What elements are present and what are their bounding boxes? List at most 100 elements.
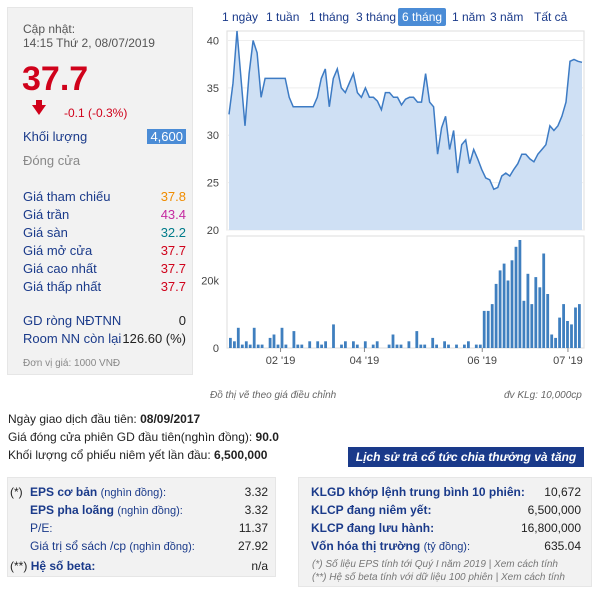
volume-bar (463, 344, 466, 348)
tab-3-years[interactable]: 3 năm (490, 10, 524, 24)
price-tick-label: 20 (207, 225, 219, 237)
tab-1-month[interactable]: 1 tháng (309, 10, 350, 24)
volume-tick-label: 20k (201, 276, 219, 288)
volume-bar (363, 341, 367, 349)
quote-panel: Cập nhật: 14:15 Thứ 2, 08/07/2019 37.7 -… (7, 7, 193, 375)
volume-bar (248, 344, 252, 348)
volume-bar (455, 344, 458, 348)
volume-bar (562, 304, 565, 348)
update-time: Cập nhật: 14:15 Thứ 2, 08/07/2019 (23, 22, 155, 50)
x-tick-label: 04 '19 (350, 355, 380, 367)
volume-bar (316, 341, 320, 349)
volume-bar (443, 341, 446, 349)
volume-bar (260, 344, 264, 348)
volume-bar (256, 344, 260, 348)
price-change: -0.1 (-0.3%) (64, 106, 128, 120)
beta-footnote[interactable]: (**) Hệ số beta tính với dữ liệu 100 phi… (312, 572, 565, 583)
volume-bar (486, 310, 490, 348)
volume-bar (506, 280, 510, 348)
volume-bar (272, 334, 276, 348)
tab-1-year[interactable]: 1 năm (452, 10, 486, 24)
volume-bar (514, 246, 518, 349)
volume-bar (415, 331, 419, 348)
volume-bar (236, 327, 240, 349)
first-trading-day: Ngày giao dịch đầu tiên: 08/09/2017 (8, 412, 201, 426)
outstanding-shares-row: KLCP đang lưu hành: 16,800,000 (311, 521, 581, 535)
volume-bar (526, 273, 530, 349)
volume-bar (558, 317, 561, 348)
volume-bar (308, 341, 312, 349)
volume-bar (467, 341, 470, 349)
floor-price-row: Giá sàn 32.2 (23, 225, 186, 240)
foreign-net-row: GD ròng NĐTNN 0 (23, 313, 186, 328)
volume-bar (570, 324, 573, 348)
volume-tick-label: 0 (213, 343, 219, 355)
volume-bar (431, 337, 435, 348)
volume-bar (229, 337, 232, 348)
price-line (228, 30, 583, 191)
volume-bar (352, 341, 355, 349)
close-row: Đóng cửa (23, 153, 81, 168)
volume-bar (546, 294, 550, 348)
volume-bar (419, 344, 423, 348)
volume-bar (268, 337, 272, 348)
volume-bar (320, 344, 323, 348)
x-tick-label: 07 '19 (553, 355, 583, 367)
volume-bar (355, 344, 359, 348)
ref-price-row: Giá tham chiếu 37.8 (23, 189, 186, 204)
eps-diluted-row: EPS pha loãng (nghìn đồng): 3.32 (30, 503, 268, 517)
tab-all[interactable]: Tất cả (534, 10, 568, 24)
high-price-row: Giá cao nhất 37.7 (23, 261, 186, 276)
volume-unit-note: đv KLg: 10,000cp (504, 390, 582, 401)
volume-bar (534, 277, 538, 348)
volume-bar (340, 344, 343, 348)
price-volume-chart: 40 35 30 25 20 20k 0 02 '19 04 '19 06 '19 07 '19 (201, 30, 585, 367)
volume-bar (554, 337, 557, 348)
volume-bar (578, 304, 581, 348)
volume-bar (530, 304, 534, 348)
volume-bar (387, 344, 391, 348)
tab-6-months[interactable]: 6 tháng (398, 8, 447, 26)
volume-value: 4,600 (147, 129, 186, 144)
volume-bar (518, 240, 522, 348)
tab-1-day[interactable]: 1 ngày (222, 10, 259, 24)
volume-bar (391, 334, 395, 348)
volume-bar (240, 344, 244, 348)
volume-bar (542, 253, 546, 348)
eps-footnote[interactable]: (*) Số liệu EPS tính tới Quý I năm 2019 … (312, 559, 558, 570)
ceiling-price-row: Giá trần 43.4 (23, 207, 186, 222)
first-listed-volume: Khối lượng cổ phiếu niêm yết lần đầu: 6,… (8, 448, 268, 462)
volume-bar (276, 344, 280, 348)
volume-bar (522, 300, 526, 349)
volume-bar (498, 270, 502, 348)
price-tick-label: 25 (207, 178, 219, 190)
volume-bar (478, 344, 482, 348)
volume-bar (490, 304, 494, 348)
volume-bar (233, 341, 236, 349)
price-tick-label: 40 (207, 35, 219, 47)
volume-bar (474, 344, 478, 348)
tab-1-week[interactable]: 1 tuần (266, 10, 300, 24)
volume-bar (574, 307, 577, 348)
volume-bar (371, 344, 375, 348)
listed-shares-row: KLCP đang niêm yết: 6,500,000 (311, 503, 581, 517)
dividend-history-button[interactable]: Lịch sử trả cổ tức chia thưởng và tăng v… (348, 447, 584, 484)
x-tick-label: 06 '19 (467, 355, 497, 367)
volume-bar (482, 310, 486, 348)
volume-row: Khối lượng 4,600 (23, 129, 186, 144)
down-arrow-icon-head (32, 105, 46, 115)
volume-bar (550, 334, 554, 348)
market-cap-row: Vốn hóa thị trường (tỷ đồng): 635.04 (311, 539, 581, 553)
avg-volume-row: KLGD khớp lệnh trung bình 10 phiên: 10,67… (311, 485, 581, 499)
volume-panel-frame (226, 235, 585, 349)
price-area-fill (229, 31, 582, 230)
volume-bar (284, 344, 288, 348)
tab-3-months[interactable]: 3 tháng (356, 10, 397, 24)
volume-bar (435, 344, 438, 348)
volume-bar (502, 263, 506, 348)
down-arrow-icon (36, 100, 42, 106)
beta-row: (**) Hệ số beta: n/a (10, 559, 268, 573)
volume-bar (332, 324, 335, 348)
low-price-row: Giá thấp nhất 37.7 (23, 279, 186, 294)
x-tick-label: 02 '19 (266, 355, 296, 367)
